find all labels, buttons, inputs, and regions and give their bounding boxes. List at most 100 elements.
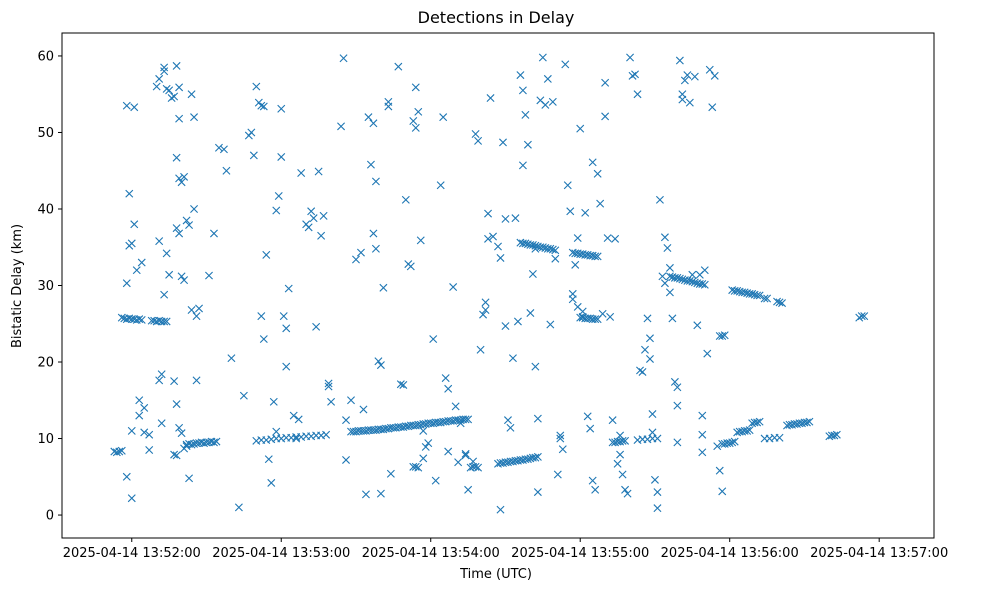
data-point bbox=[187, 90, 196, 99]
data-point bbox=[185, 474, 194, 483]
data-point bbox=[479, 310, 488, 319]
data-point bbox=[523, 140, 532, 149]
data-point bbox=[593, 169, 602, 178]
data-point bbox=[763, 294, 772, 303]
data-point bbox=[209, 229, 218, 238]
data-point bbox=[608, 416, 617, 425]
data-point bbox=[222, 166, 231, 175]
data-point bbox=[665, 263, 674, 272]
data-point bbox=[314, 167, 323, 176]
data-point bbox=[531, 241, 540, 250]
data-point bbox=[272, 427, 281, 436]
data-point bbox=[371, 177, 380, 186]
data-point bbox=[650, 475, 659, 484]
data-point bbox=[414, 463, 423, 472]
data-point bbox=[591, 252, 600, 261]
data-point bbox=[481, 298, 490, 307]
data-point bbox=[155, 237, 164, 246]
data-point bbox=[653, 504, 662, 513]
y-tick-label: 10 bbox=[37, 432, 54, 447]
data-point bbox=[122, 472, 131, 481]
data-point bbox=[673, 273, 682, 282]
x-tick-label: 2025-04-14 13:57:00 bbox=[810, 546, 948, 561]
data-point bbox=[419, 454, 428, 463]
data-point bbox=[561, 60, 570, 69]
data-point bbox=[693, 321, 702, 330]
data-point bbox=[339, 54, 348, 63]
data-point bbox=[209, 438, 218, 447]
data-point bbox=[773, 297, 782, 306]
data-point bbox=[596, 199, 605, 208]
data-point bbox=[546, 244, 555, 253]
data-point bbox=[324, 382, 333, 391]
data-point bbox=[234, 503, 243, 512]
data-point bbox=[718, 487, 727, 496]
data-point bbox=[513, 317, 522, 326]
data-point bbox=[112, 448, 121, 457]
data-point bbox=[180, 172, 189, 181]
data-point bbox=[172, 61, 181, 70]
data-point bbox=[680, 76, 689, 85]
data-point bbox=[753, 418, 762, 427]
data-point bbox=[558, 445, 567, 454]
data-point bbox=[269, 397, 278, 406]
data-point bbox=[140, 428, 149, 437]
data-point bbox=[648, 410, 657, 419]
data-point bbox=[496, 505, 505, 514]
data-point bbox=[429, 335, 438, 344]
data-point bbox=[252, 82, 261, 91]
x-tick-label: 2025-04-14 13:56:00 bbox=[661, 546, 799, 561]
data-point bbox=[182, 216, 191, 225]
data-point bbox=[441, 374, 450, 383]
data-point bbox=[573, 234, 582, 243]
data-point bbox=[586, 424, 595, 433]
data-point bbox=[474, 136, 483, 145]
data-point bbox=[461, 415, 470, 424]
data-point bbox=[411, 123, 420, 132]
data-point bbox=[414, 107, 423, 116]
data-point bbox=[715, 466, 724, 475]
data-point bbox=[257, 101, 266, 110]
data-point bbox=[132, 266, 141, 275]
data-point bbox=[444, 447, 453, 456]
data-point bbox=[182, 442, 191, 451]
data-point bbox=[616, 431, 625, 440]
data-point bbox=[262, 250, 271, 259]
y-tick-label: 20 bbox=[37, 356, 54, 371]
data-point bbox=[556, 434, 565, 443]
data-point bbox=[282, 362, 291, 371]
data-point bbox=[591, 485, 600, 494]
data-point bbox=[461, 451, 470, 460]
data-point bbox=[606, 312, 615, 321]
data-point bbox=[521, 239, 530, 248]
data-point bbox=[748, 289, 757, 298]
y-tick-label: 60 bbox=[37, 49, 54, 64]
data-point bbox=[361, 490, 370, 499]
data-point bbox=[170, 92, 179, 101]
data-point bbox=[658, 272, 667, 281]
data-point bbox=[501, 214, 510, 223]
data-point bbox=[135, 396, 144, 405]
y-tick-label: 0 bbox=[46, 509, 54, 524]
data-point bbox=[170, 377, 179, 386]
data-point bbox=[192, 376, 201, 385]
data-point bbox=[832, 430, 841, 439]
data-point bbox=[394, 62, 403, 71]
data-point bbox=[830, 431, 839, 440]
data-point bbox=[578, 312, 587, 321]
data-point bbox=[603, 234, 612, 243]
data-point bbox=[471, 130, 480, 138]
data-point bbox=[743, 426, 752, 435]
data-point bbox=[175, 174, 184, 183]
data-point bbox=[641, 345, 649, 354]
data-point bbox=[623, 489, 632, 498]
data-point bbox=[214, 143, 223, 152]
data-point bbox=[506, 423, 515, 432]
data-point bbox=[601, 78, 610, 87]
data-point bbox=[140, 403, 149, 412]
data-point bbox=[713, 442, 722, 451]
data-point bbox=[175, 83, 184, 92]
data-point bbox=[157, 370, 166, 379]
data-point bbox=[272, 206, 281, 215]
data-point bbox=[130, 103, 139, 112]
